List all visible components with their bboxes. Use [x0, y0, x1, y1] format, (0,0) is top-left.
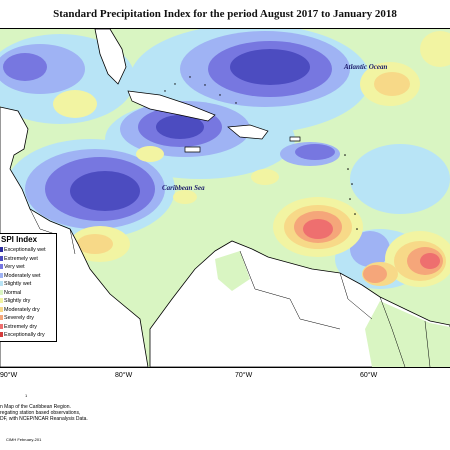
caption: n Map of the Caribbean Region. regating … [0, 404, 88, 422]
legend-label: Severely dry [4, 315, 34, 321]
legend-label: Slightly wet [4, 281, 32, 287]
precipitation-map [0, 28, 450, 368]
legend: SPI Index Exceptionally wet Extremely wet… [0, 233, 57, 342]
legend-swatch [0, 281, 3, 287]
legend-label: Moderately dry [4, 306, 40, 313]
legend-swatch [0, 306, 3, 312]
legend-swatch [0, 247, 3, 253]
caribbean-sea-label: Caribbean Sea [162, 184, 205, 192]
legend-title: SPI Index [1, 235, 38, 244]
puerto-rico [289, 136, 301, 142]
country-borders [29, 208, 431, 367]
jamaica [184, 146, 201, 153]
credit: CIMH February-201 [6, 437, 42, 442]
extremely-dry-zones [303, 219, 440, 269]
legend-swatch [0, 323, 3, 329]
greater-antilles [127, 90, 301, 153]
hispaniola [227, 124, 269, 140]
legend-label: Slightly dry [4, 298, 31, 304]
legend-item: Exceptionally wet [0, 246, 46, 254]
legend-label: Extremely wet [4, 255, 38, 262]
legend-item: Exceptionally dry [0, 331, 45, 339]
legend-item: Slightly wet [0, 280, 31, 288]
legend-label: Extremely dry [4, 323, 37, 330]
cuba [127, 90, 216, 122]
legend-swatch [0, 298, 3, 304]
axis-marker: 1 [25, 393, 28, 398]
caption-line: regating station based observations, [0, 410, 81, 416]
small-islands [164, 76, 358, 230]
tick-70w: 70°W [235, 372, 253, 379]
legend-item: Very wet [0, 263, 25, 271]
legend-item: Normal [0, 289, 21, 297]
extremely-wet-zones [70, 49, 310, 211]
tick-60w: 60°W [360, 372, 378, 379]
legend-swatch [0, 289, 3, 295]
legend-label: Exceptionally wet [4, 247, 46, 253]
map-title: Standard Precipitation Index for the per… [53, 8, 397, 20]
legend-item: Slightly dry [0, 297, 30, 305]
legend-swatch [0, 264, 3, 270]
atlantic-ocean-label: Atlantic Ocean [344, 63, 388, 71]
legend-item: Moderately dry [0, 306, 40, 314]
land-normal-zones [215, 251, 450, 367]
legend-label: Exceptionally dry [4, 332, 45, 338]
caption-line: n Map of the Caribbean Region. [0, 404, 71, 410]
legend-item: Moderately wet [0, 272, 41, 280]
tick-90w: 90°W [0, 372, 18, 379]
legend-swatch [0, 255, 3, 261]
florida [94, 29, 127, 85]
legend-label: Moderately wet [4, 272, 41, 279]
legend-item: Severely dry [0, 314, 34, 322]
legend-swatch [0, 332, 3, 338]
legend-item: Extremely dry [0, 323, 37, 331]
legend-swatch [0, 272, 3, 278]
legend-label: Normal [4, 289, 22, 296]
caption-line: DF, with NCEP/NCAR Reanalysis Data. [0, 416, 88, 422]
legend-label: Very wet [4, 264, 25, 270]
tick-80w: 80°W [115, 372, 133, 379]
map-canvas [0, 29, 450, 367]
legend-item: Extremely wet [0, 255, 38, 263]
legend-swatch [0, 315, 3, 321]
